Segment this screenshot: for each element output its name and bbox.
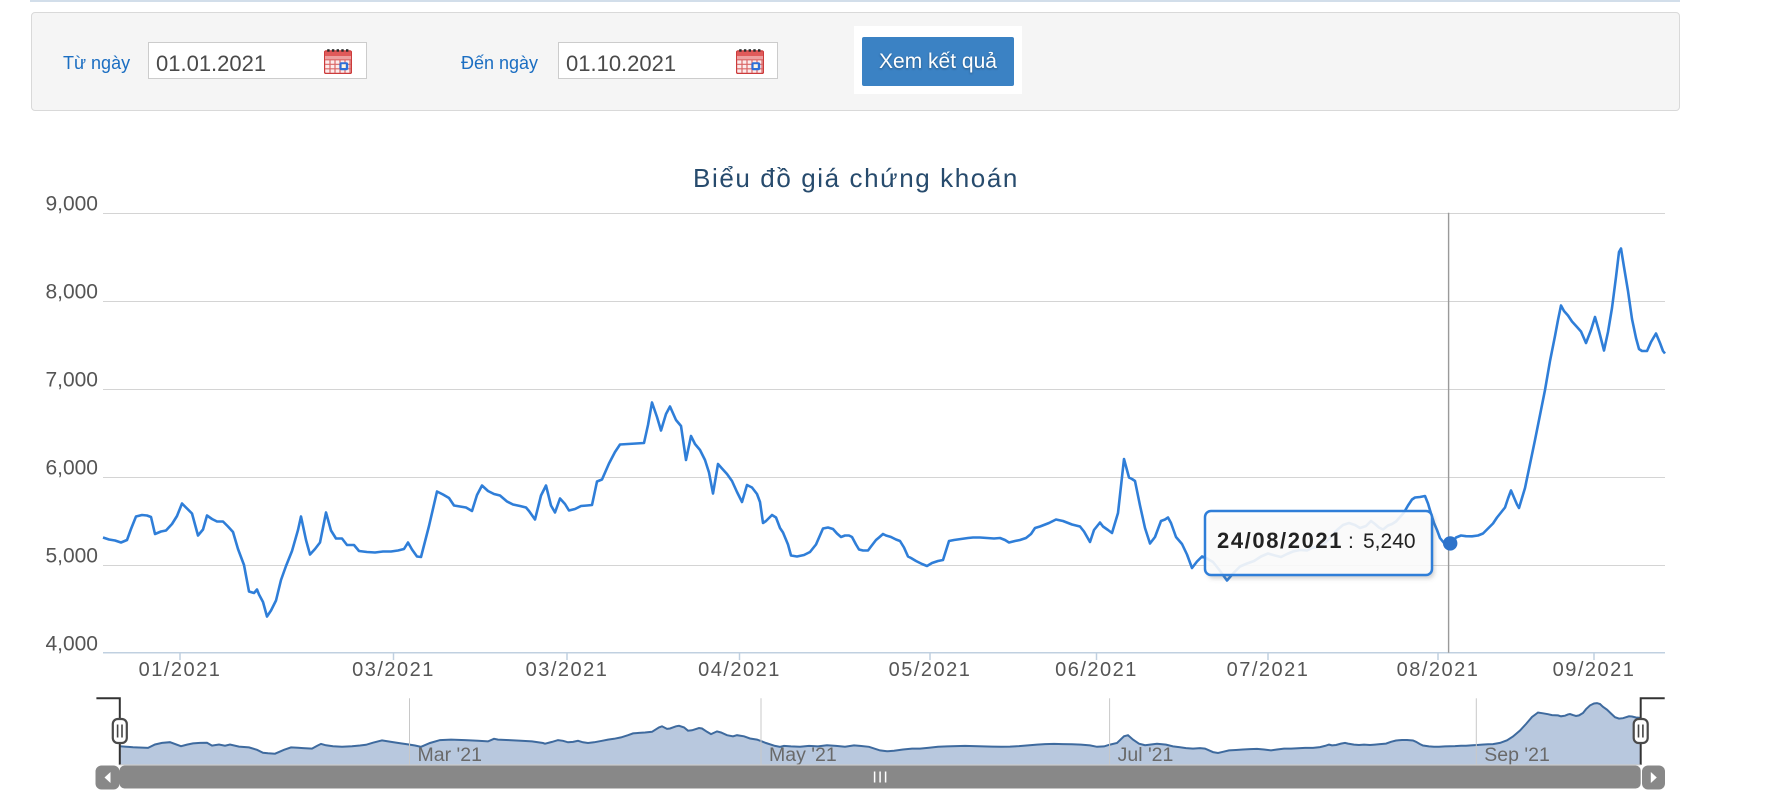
svg-text:5,000: 5,000 — [45, 545, 98, 568]
svg-text:08/2021: 08/2021 — [1397, 659, 1480, 681]
svg-text:Mar '21: Mar '21 — [418, 744, 482, 766]
svg-text:4,000: 4,000 — [45, 633, 98, 656]
svg-text:09/2021: 09/2021 — [1553, 659, 1636, 681]
svg-text:07/2021: 07/2021 — [1227, 659, 1310, 681]
svg-text:01/2021: 01/2021 — [139, 659, 222, 681]
svg-text:8,000: 8,000 — [45, 281, 98, 304]
svg-text:7,000: 7,000 — [45, 369, 98, 392]
svg-text:Sep '21: Sep '21 — [1484, 744, 1550, 766]
svg-text:Biểu đồ giá chứng khoán: Biểu đồ giá chứng khoán — [693, 163, 1019, 193]
svg-text:6,000: 6,000 — [45, 457, 98, 480]
svg-text:03/2021: 03/2021 — [526, 659, 609, 681]
svg-text:06/2021: 06/2021 — [1055, 659, 1138, 681]
svg-text:03/2021: 03/2021 — [352, 659, 435, 681]
svg-text:04/2021: 04/2021 — [698, 659, 781, 681]
svg-text:9,000: 9,000 — [45, 193, 98, 216]
svg-text:24/08/2021:5,240: 24/08/2021:5,240 — [1217, 528, 1416, 553]
svg-text:05/2021: 05/2021 — [889, 659, 972, 681]
svg-text:Jul '21: Jul '21 — [1118, 744, 1174, 766]
svg-text:May '21: May '21 — [769, 744, 837, 766]
